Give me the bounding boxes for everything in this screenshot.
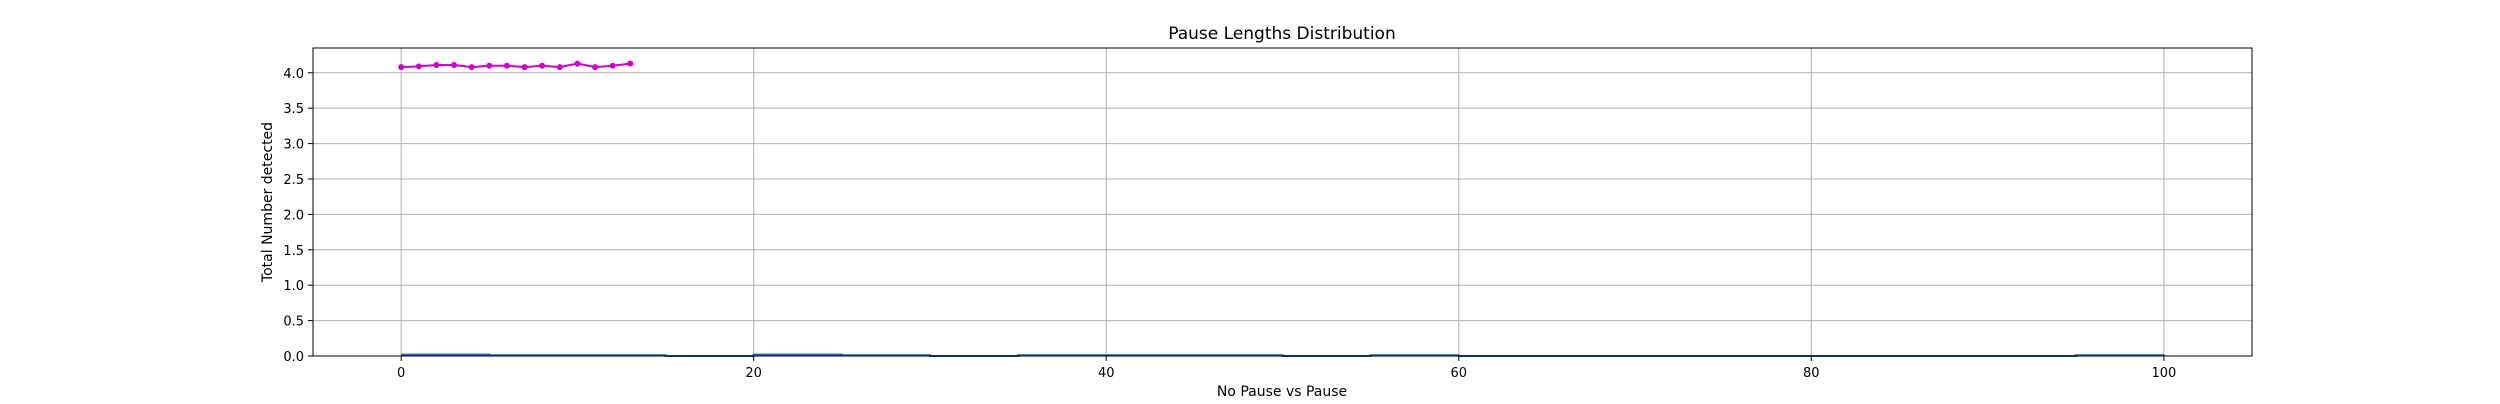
x-tick-label: 40 <box>1098 366 1115 381</box>
y-tick-label: 4.0 <box>283 67 304 82</box>
y-tick-label: 0.5 <box>283 315 304 330</box>
y-axis-label: Total Number detected <box>260 122 276 283</box>
data-point <box>451 61 458 68</box>
data-point <box>503 62 510 69</box>
y-axis-ticks: 0.0 0.5 1.0 1.5 2.0 2.5 3.0 3.5 4.0 <box>283 67 313 365</box>
chart-title: Pause Lengths Distribution <box>1168 24 1395 44</box>
grid-lines <box>313 48 2252 357</box>
y-tick-label: 1.5 <box>283 244 304 259</box>
data-point <box>556 64 563 71</box>
data-point <box>415 63 422 70</box>
y-tick-label: 3.5 <box>283 102 304 117</box>
x-axis-ticks: 0 20 40 60 80 100 <box>397 356 2176 381</box>
x-tick-label: 80 <box>1803 366 1820 381</box>
plot-background <box>313 48 2252 356</box>
y-tick-label: 0.0 <box>283 350 304 365</box>
data-point <box>398 64 405 71</box>
data-point <box>592 64 599 71</box>
y-tick-label: 2.5 <box>283 173 304 188</box>
data-point <box>609 62 616 69</box>
data-point <box>539 62 546 69</box>
y-tick-label: 1.0 <box>283 279 304 294</box>
x-tick-label: 60 <box>1450 366 1467 381</box>
data-point <box>468 64 475 71</box>
x-tick-label: 100 <box>2151 366 2176 381</box>
y-tick-label: 3.0 <box>283 138 304 153</box>
x-tick-label: 20 <box>745 366 762 381</box>
data-point <box>486 62 493 69</box>
data-point <box>574 60 581 67</box>
data-point <box>627 60 634 67</box>
plot-frame <box>312 47 2253 357</box>
x-tick-label: 0 <box>397 366 405 381</box>
x-axis-label: No Pause vs Pause <box>1217 384 1347 400</box>
data-point <box>433 61 440 68</box>
data-point <box>521 64 528 71</box>
y-tick-label: 2.0 <box>283 208 304 223</box>
